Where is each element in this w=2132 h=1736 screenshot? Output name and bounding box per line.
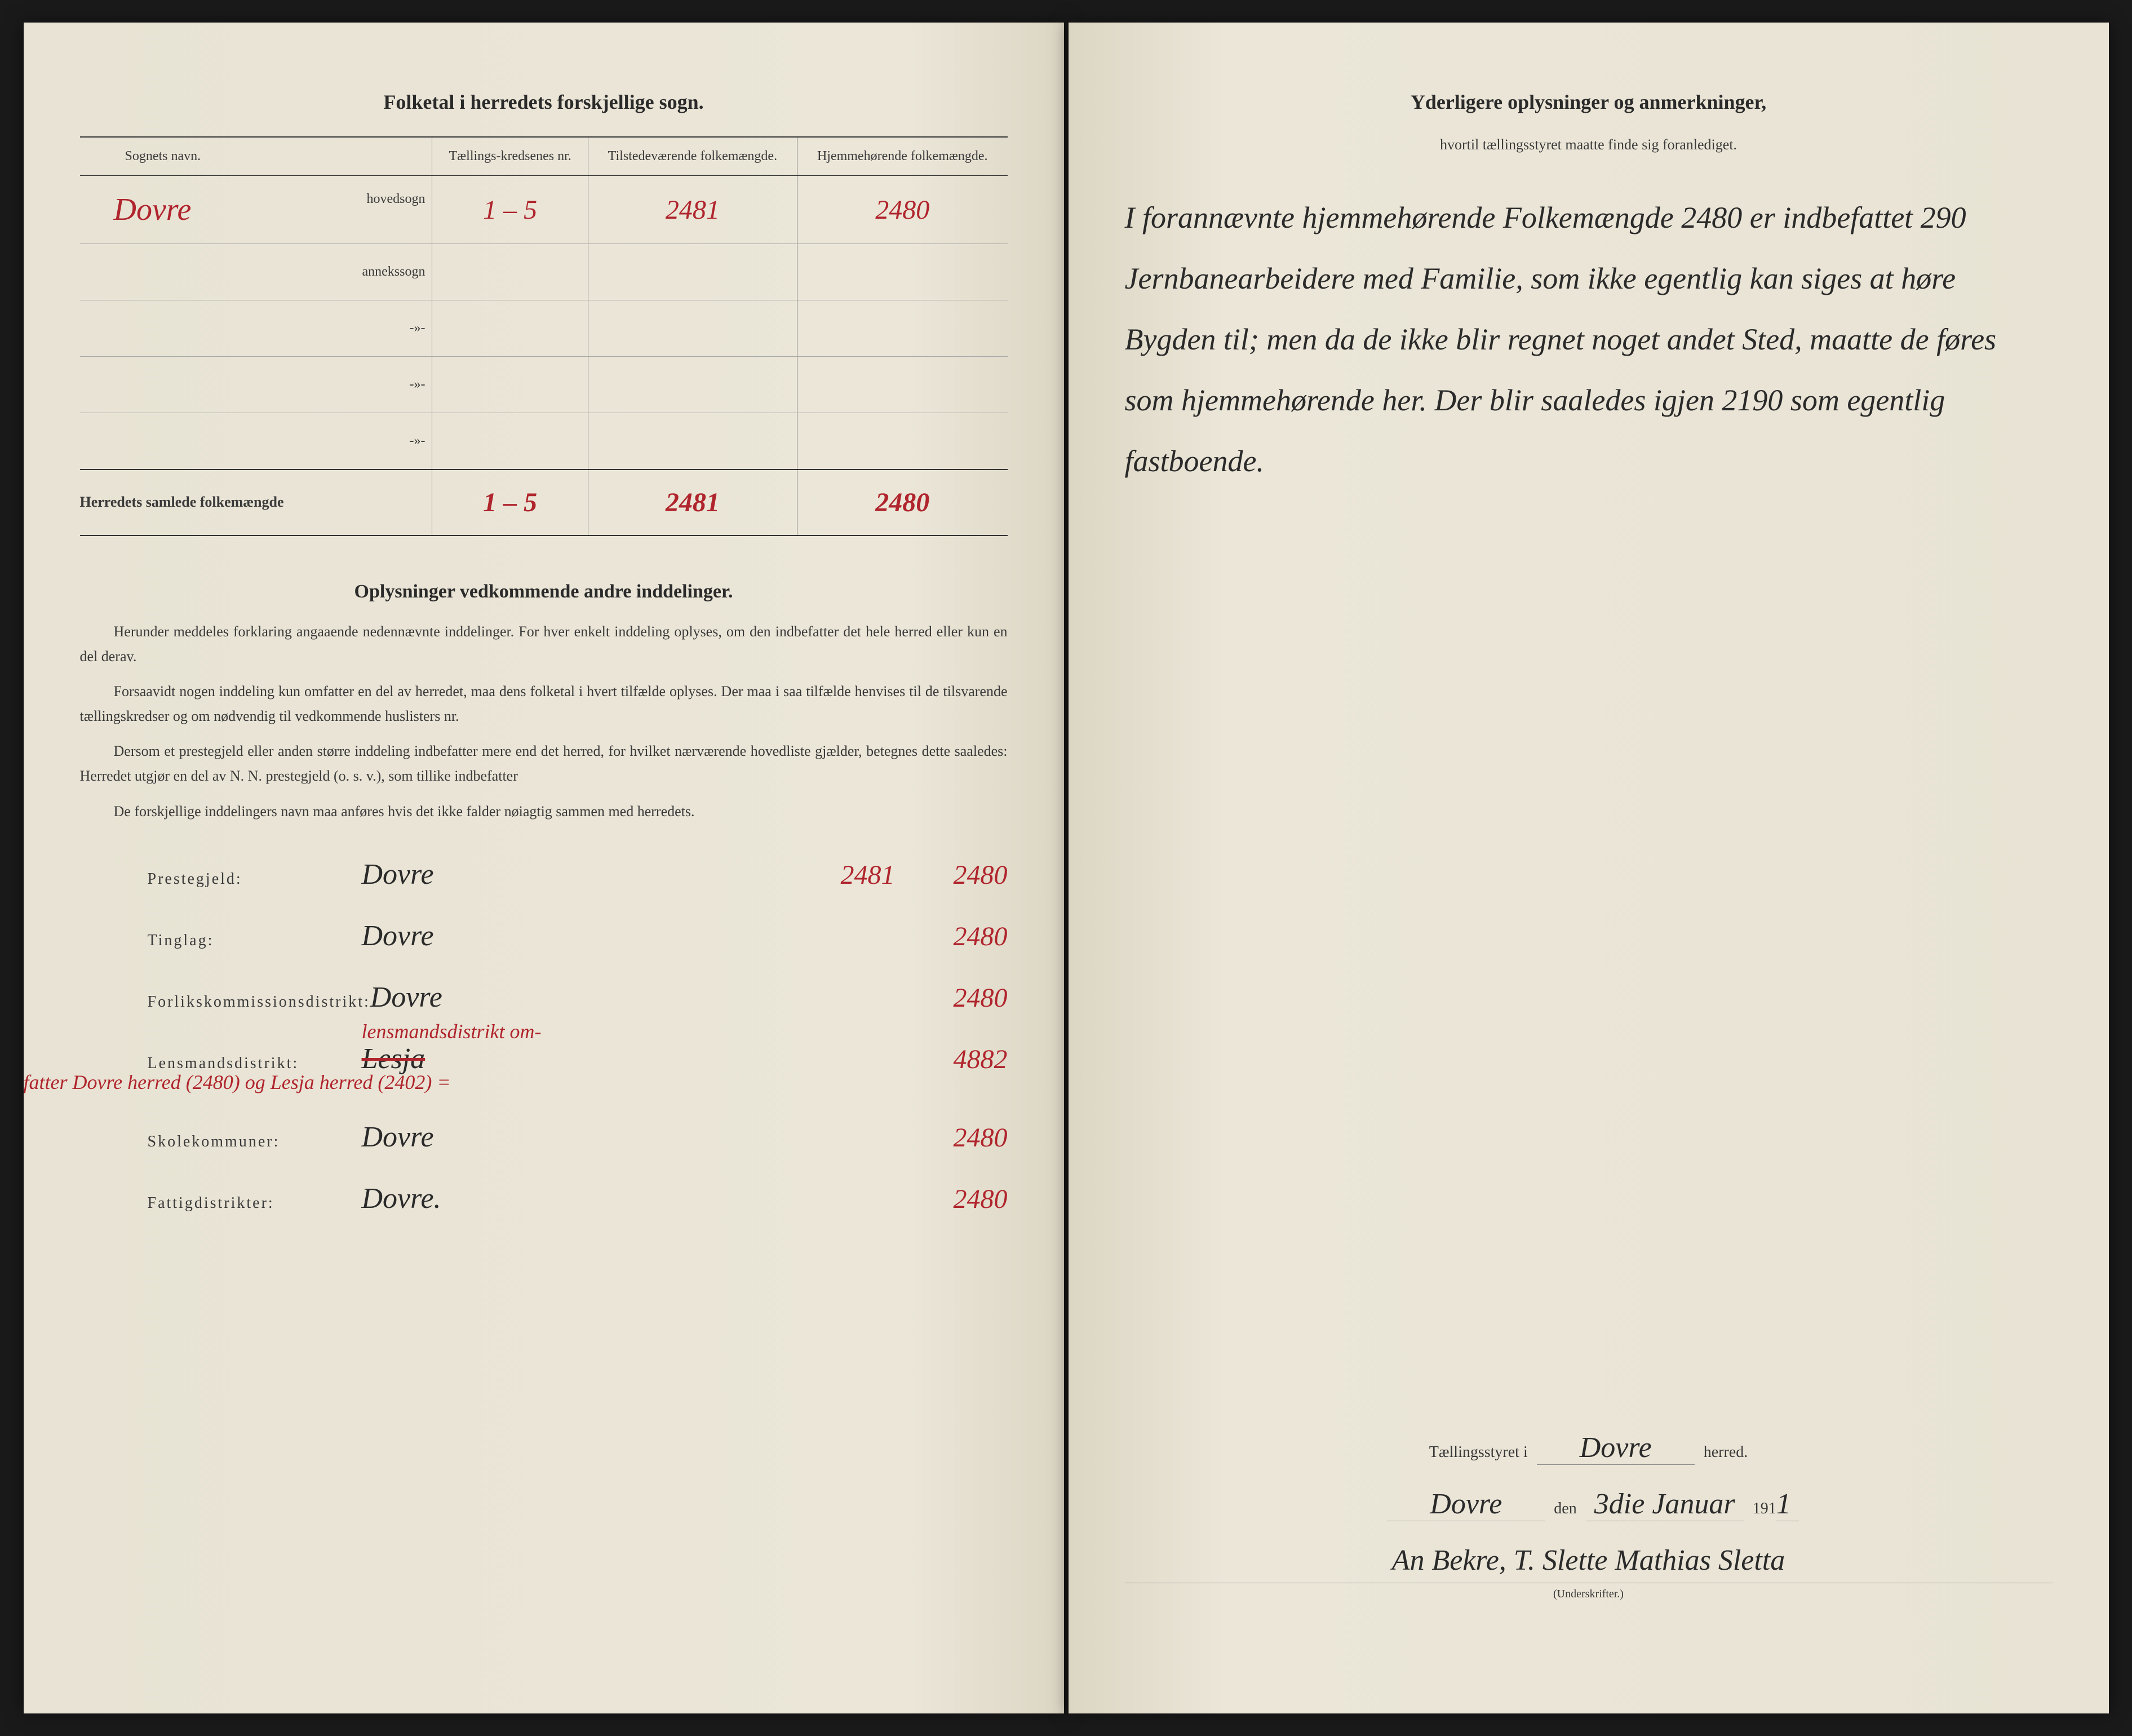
total-kreds: 1 – 5	[483, 488, 537, 517]
table-row: annekssogn	[80, 244, 1008, 300]
sig-herred: Dovre	[1537, 1431, 1695, 1465]
oplysninger-p2: Forsaavidt nogen inddeling kun omfatter …	[80, 679, 1008, 729]
label-fattig: Fattigdistrikter:	[148, 1194, 362, 1212]
inddeling-row: Tinglag: Dovre 2480	[80, 919, 1008, 953]
oplysninger-p1: Herunder meddeles forklaring angaaende n…	[80, 619, 1008, 669]
oplysninger-p3: Dersom et prestegjeld eller anden større…	[80, 739, 1008, 789]
inddeling-row: lensmandsdistrikt om- Lensmandsdistrikt:…	[80, 1042, 1008, 1075]
th-tilstede: Tilstedeværende folkemængde.	[588, 137, 797, 176]
document-spread: Folketal i herredets forskjellige sogn. …	[24, 23, 2109, 1713]
num2-forliks: 2480	[917, 982, 1008, 1013]
th-hjemme: Hjemmehørende folkemængde.	[797, 137, 1007, 176]
page-left: Folketal i herredets forskjellige sogn. …	[24, 23, 1064, 1713]
value-tinglag: Dovre	[362, 919, 782, 953]
num2-prestegjeld: 2480	[917, 860, 1008, 891]
num2-skole: 2480	[917, 1122, 1008, 1153]
sig-den: den	[1554, 1500, 1576, 1518]
num2-tinglag: 2480	[917, 921, 1008, 952]
folketal-table: Sognets navn. Tællings-kredsenes nr. Til…	[80, 136, 1008, 536]
sig-names: An Bekre, T. Slette Mathias Sletta	[1125, 1544, 2053, 1583]
total-tilstede: 2481	[666, 488, 720, 517]
value-fattig: Dovre.	[362, 1182, 782, 1215]
label-skole: Skolekommuner:	[148, 1133, 362, 1151]
sogn-name-0: Dovre	[114, 192, 192, 227]
label-tinglag: Tinglag:	[148, 932, 362, 950]
signature-block: Tællingsstyret i Dovre herred. Dovre den…	[1125, 1431, 2053, 1601]
table-row: Dovre hovedsogn 1 – 5 2481 2480	[80, 176, 1008, 244]
num2-lensmand: 4882	[917, 1044, 1008, 1075]
lensmand-ann-top: lensmandsdistrikt om-	[362, 1020, 542, 1043]
sig-year-suf: 1	[1776, 1487, 1799, 1521]
sig-date: 3die Januar	[1586, 1487, 1744, 1521]
inddeling-row: Fattigdistrikter: Dovre. 2480	[80, 1182, 1008, 1215]
label-forliks: Forlikskommissionsdistrikt:	[148, 993, 370, 1011]
value-prestegjeld: Dovre	[362, 858, 782, 891]
lensmand-ann-bottom: fatter Dovre herred (2480) og Lesja herr…	[24, 1070, 813, 1094]
th-sogn: Sognets navn.	[80, 137, 432, 176]
left-title: Folketal i herredets forskjellige sogn.	[80, 90, 1008, 114]
table-row: -»-	[80, 300, 1008, 357]
sig-pre: Tællingsstyret i	[1429, 1443, 1528, 1462]
page-right: Yderligere oplysninger og anmerkninger, …	[1069, 23, 2109, 1713]
right-subtitle: hvortil tællingsstyret maatte finde sig …	[1125, 136, 2053, 153]
th-kreds: Tællings-kredsenes nr.	[432, 137, 588, 176]
num1-prestegjeld: 2481	[782, 860, 895, 891]
total-label: Herredets samlede folkemængde	[80, 470, 432, 535]
value-skole: Dovre	[362, 1121, 782, 1154]
oplysninger-p4: De forskjellige inddelingers navn maa an…	[80, 799, 1008, 824]
oplysninger-title: Oplysninger vedkommende andre inddelinge…	[80, 581, 1008, 603]
sig-year-pre: 191	[1753, 1500, 1776, 1518]
sogn-type-0: hovedsogn	[366, 192, 425, 207]
sogn-type-1: annekssogn	[362, 264, 425, 280]
num2-fattig: 2480	[917, 1184, 1008, 1215]
sogn-type-3: -»-	[409, 377, 425, 392]
sig-caption: (Underskrifter.)	[1125, 1588, 2053, 1601]
notes-text: I forannævnte hjemmehørende Folkemængde …	[1125, 187, 2053, 491]
right-title: Yderligere oplysninger og anmerkninger,	[1125, 90, 2053, 114]
tilstede-0: 2481	[666, 195, 720, 225]
sogn-type-2: -»-	[409, 321, 425, 336]
inddeling-list: Prestegjeld: Dovre 2481 2480 Tinglag: Do…	[80, 858, 1008, 1215]
kreds-0: 1 – 5	[483, 195, 537, 225]
table-row: -»-	[80, 413, 1008, 470]
inddeling-row: Prestegjeld: Dovre 2481 2480	[80, 858, 1008, 891]
total-hjemme: 2480	[875, 488, 929, 517]
value-forliks: Dovre	[370, 981, 782, 1014]
label-prestegjeld: Prestegjeld:	[148, 870, 362, 888]
table-row: -»-	[80, 357, 1008, 413]
sig-post: herred.	[1704, 1443, 1748, 1462]
inddeling-row: Forlikskommissionsdistrikt: Dovre 2480	[80, 981, 1008, 1014]
table-total-row: Herredets samlede folkemængde 1 – 5 2481…	[80, 470, 1008, 535]
inddeling-row: Skolekommuner: Dovre 2480	[80, 1121, 1008, 1154]
sig-place: Dovre	[1387, 1487, 1545, 1521]
hjemme-0: 2480	[875, 195, 929, 225]
sogn-type-4: -»-	[409, 433, 425, 449]
